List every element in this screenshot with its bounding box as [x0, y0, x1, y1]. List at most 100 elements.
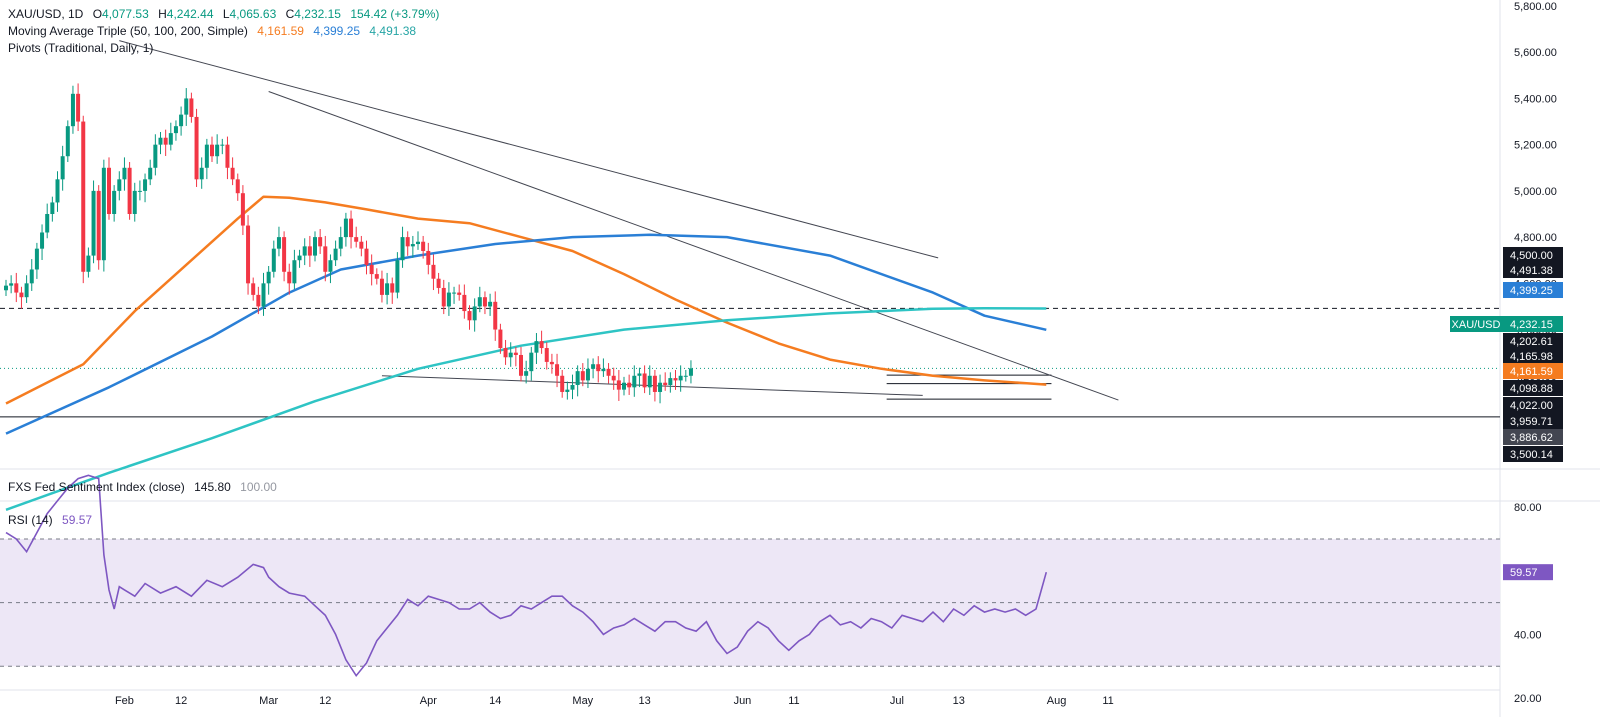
candle-body	[117, 179, 122, 191]
fxs-value-1: 145.80	[194, 480, 231, 494]
candle-body	[194, 116, 199, 180]
candle-body	[251, 283, 256, 295]
candle-body	[441, 287, 446, 307]
candle-body	[318, 237, 323, 247]
candle-body	[405, 237, 410, 247]
symbol-tag-label: XAU/USD	[1452, 319, 1501, 331]
symbol-label: XAU/USD, 1D	[8, 7, 84, 21]
rsi-line	[5, 474, 1048, 678]
candle-body	[292, 260, 297, 284]
price-label-text: 4,232.15	[1510, 319, 1553, 331]
candle-body	[307, 246, 312, 256]
candle-body	[426, 250, 431, 265]
candle-body	[493, 301, 498, 330]
candle-body	[323, 246, 328, 272]
candle-body	[271, 248, 276, 272]
candle-body	[627, 382, 632, 388]
candle-body	[107, 167, 111, 214]
candle-body	[580, 371, 585, 381]
price-label-box	[1503, 446, 1563, 462]
price-tick-label: 5,600.00	[1514, 47, 1557, 59]
candle-body	[596, 364, 601, 372]
candle-body	[632, 375, 637, 388]
candle-body	[369, 264, 374, 275]
rsi-legend-value: 59.57	[62, 513, 93, 527]
fxs-legend: FXS Fed Sentiment Index (close) 145.80 1…	[8, 480, 283, 494]
candle-body	[210, 144, 214, 157]
ohlc-change: 154.42 (+3.79%)	[350, 7, 440, 21]
rsi-tick-label: 20.00	[1514, 693, 1542, 705]
candle-body	[539, 341, 544, 349]
candle-body	[168, 133, 173, 145]
moving-average-line	[5, 307, 1047, 511]
candle-body	[215, 144, 220, 157]
candle-body	[678, 375, 683, 381]
pivots-legend: Pivots (Traditional, Daily, 1)	[8, 41, 159, 55]
candle-body	[65, 126, 70, 157]
candle-body	[91, 190, 96, 256]
candle-body	[508, 352, 513, 358]
candle-body	[457, 292, 462, 295]
time-tick-label: May	[572, 695, 593, 707]
time-tick-label: 14	[489, 695, 501, 707]
candle-body	[163, 137, 168, 145]
time-tick-label: 13	[638, 695, 650, 707]
rsi-tick-label: 80.00	[1514, 502, 1542, 514]
time-tick-label: Apr	[420, 695, 437, 707]
rsi-current-label: 59.57	[1510, 567, 1538, 579]
candle-body	[570, 385, 575, 390]
price-label-text: 3,886.62	[1510, 432, 1553, 444]
candle-body	[40, 232, 45, 249]
candle-body	[519, 354, 523, 376]
price-label-text: 4,202.61	[1510, 336, 1553, 348]
candle-body	[225, 144, 230, 168]
candle-body	[354, 237, 359, 242]
price-label-text: 4,500.00	[1510, 250, 1553, 262]
time-tick-label: 11	[1102, 695, 1113, 707]
candle-body	[379, 278, 384, 295]
candle-body	[575, 371, 580, 386]
candle-body	[349, 218, 354, 238]
candle-body	[297, 255, 302, 261]
ma-legend-label: Moving Average Triple (50, 100, 200, Sim…	[8, 24, 248, 38]
price-label-text: 4,098.88	[1510, 383, 1553, 395]
price-tick-label: 5,000.00	[1514, 186, 1557, 198]
candle-body	[549, 361, 554, 365]
moving-average-line	[5, 195, 1047, 405]
price-label-text: 4,022.00	[1510, 400, 1553, 412]
candle-body	[421, 241, 426, 251]
price-label-box	[1503, 413, 1563, 429]
candle-body	[400, 237, 405, 261]
ma-legend: Moving Average Triple (50, 100, 200, Sim…	[8, 24, 422, 38]
candle-body	[467, 311, 472, 321]
ohlc-close: C4,232.15	[285, 7, 341, 21]
candle-body	[498, 329, 503, 349]
fxs-value-2: 100.00	[240, 480, 277, 494]
time-tick-label: Aug	[1047, 695, 1067, 707]
rsi-legend: RSI (14) 59.57	[8, 513, 98, 527]
candle-body	[276, 237, 281, 249]
candle-body	[34, 248, 39, 270]
price-label-box	[1503, 429, 1563, 445]
ohlc-open: O4,077.53	[92, 7, 149, 21]
candle-body	[611, 375, 616, 381]
trend-line	[381, 375, 923, 396]
price-tick-label: 5,400.00	[1514, 93, 1557, 105]
candle-body	[524, 371, 529, 376]
candle-body	[9, 283, 14, 286]
candle-body	[76, 93, 81, 122]
candle-body	[431, 264, 436, 279]
rsi-legend-label: RSI (14)	[8, 513, 53, 527]
candle-body	[261, 283, 266, 307]
moving-average-line	[5, 233, 1047, 435]
candle-body	[410, 244, 415, 247]
candle-body	[565, 389, 570, 392]
candle-body	[70, 93, 75, 127]
candle-body	[658, 382, 663, 392]
candle-body	[534, 341, 539, 353]
candle-body	[622, 382, 626, 390]
candle-body	[158, 137, 163, 145]
candle-body	[482, 297, 487, 307]
